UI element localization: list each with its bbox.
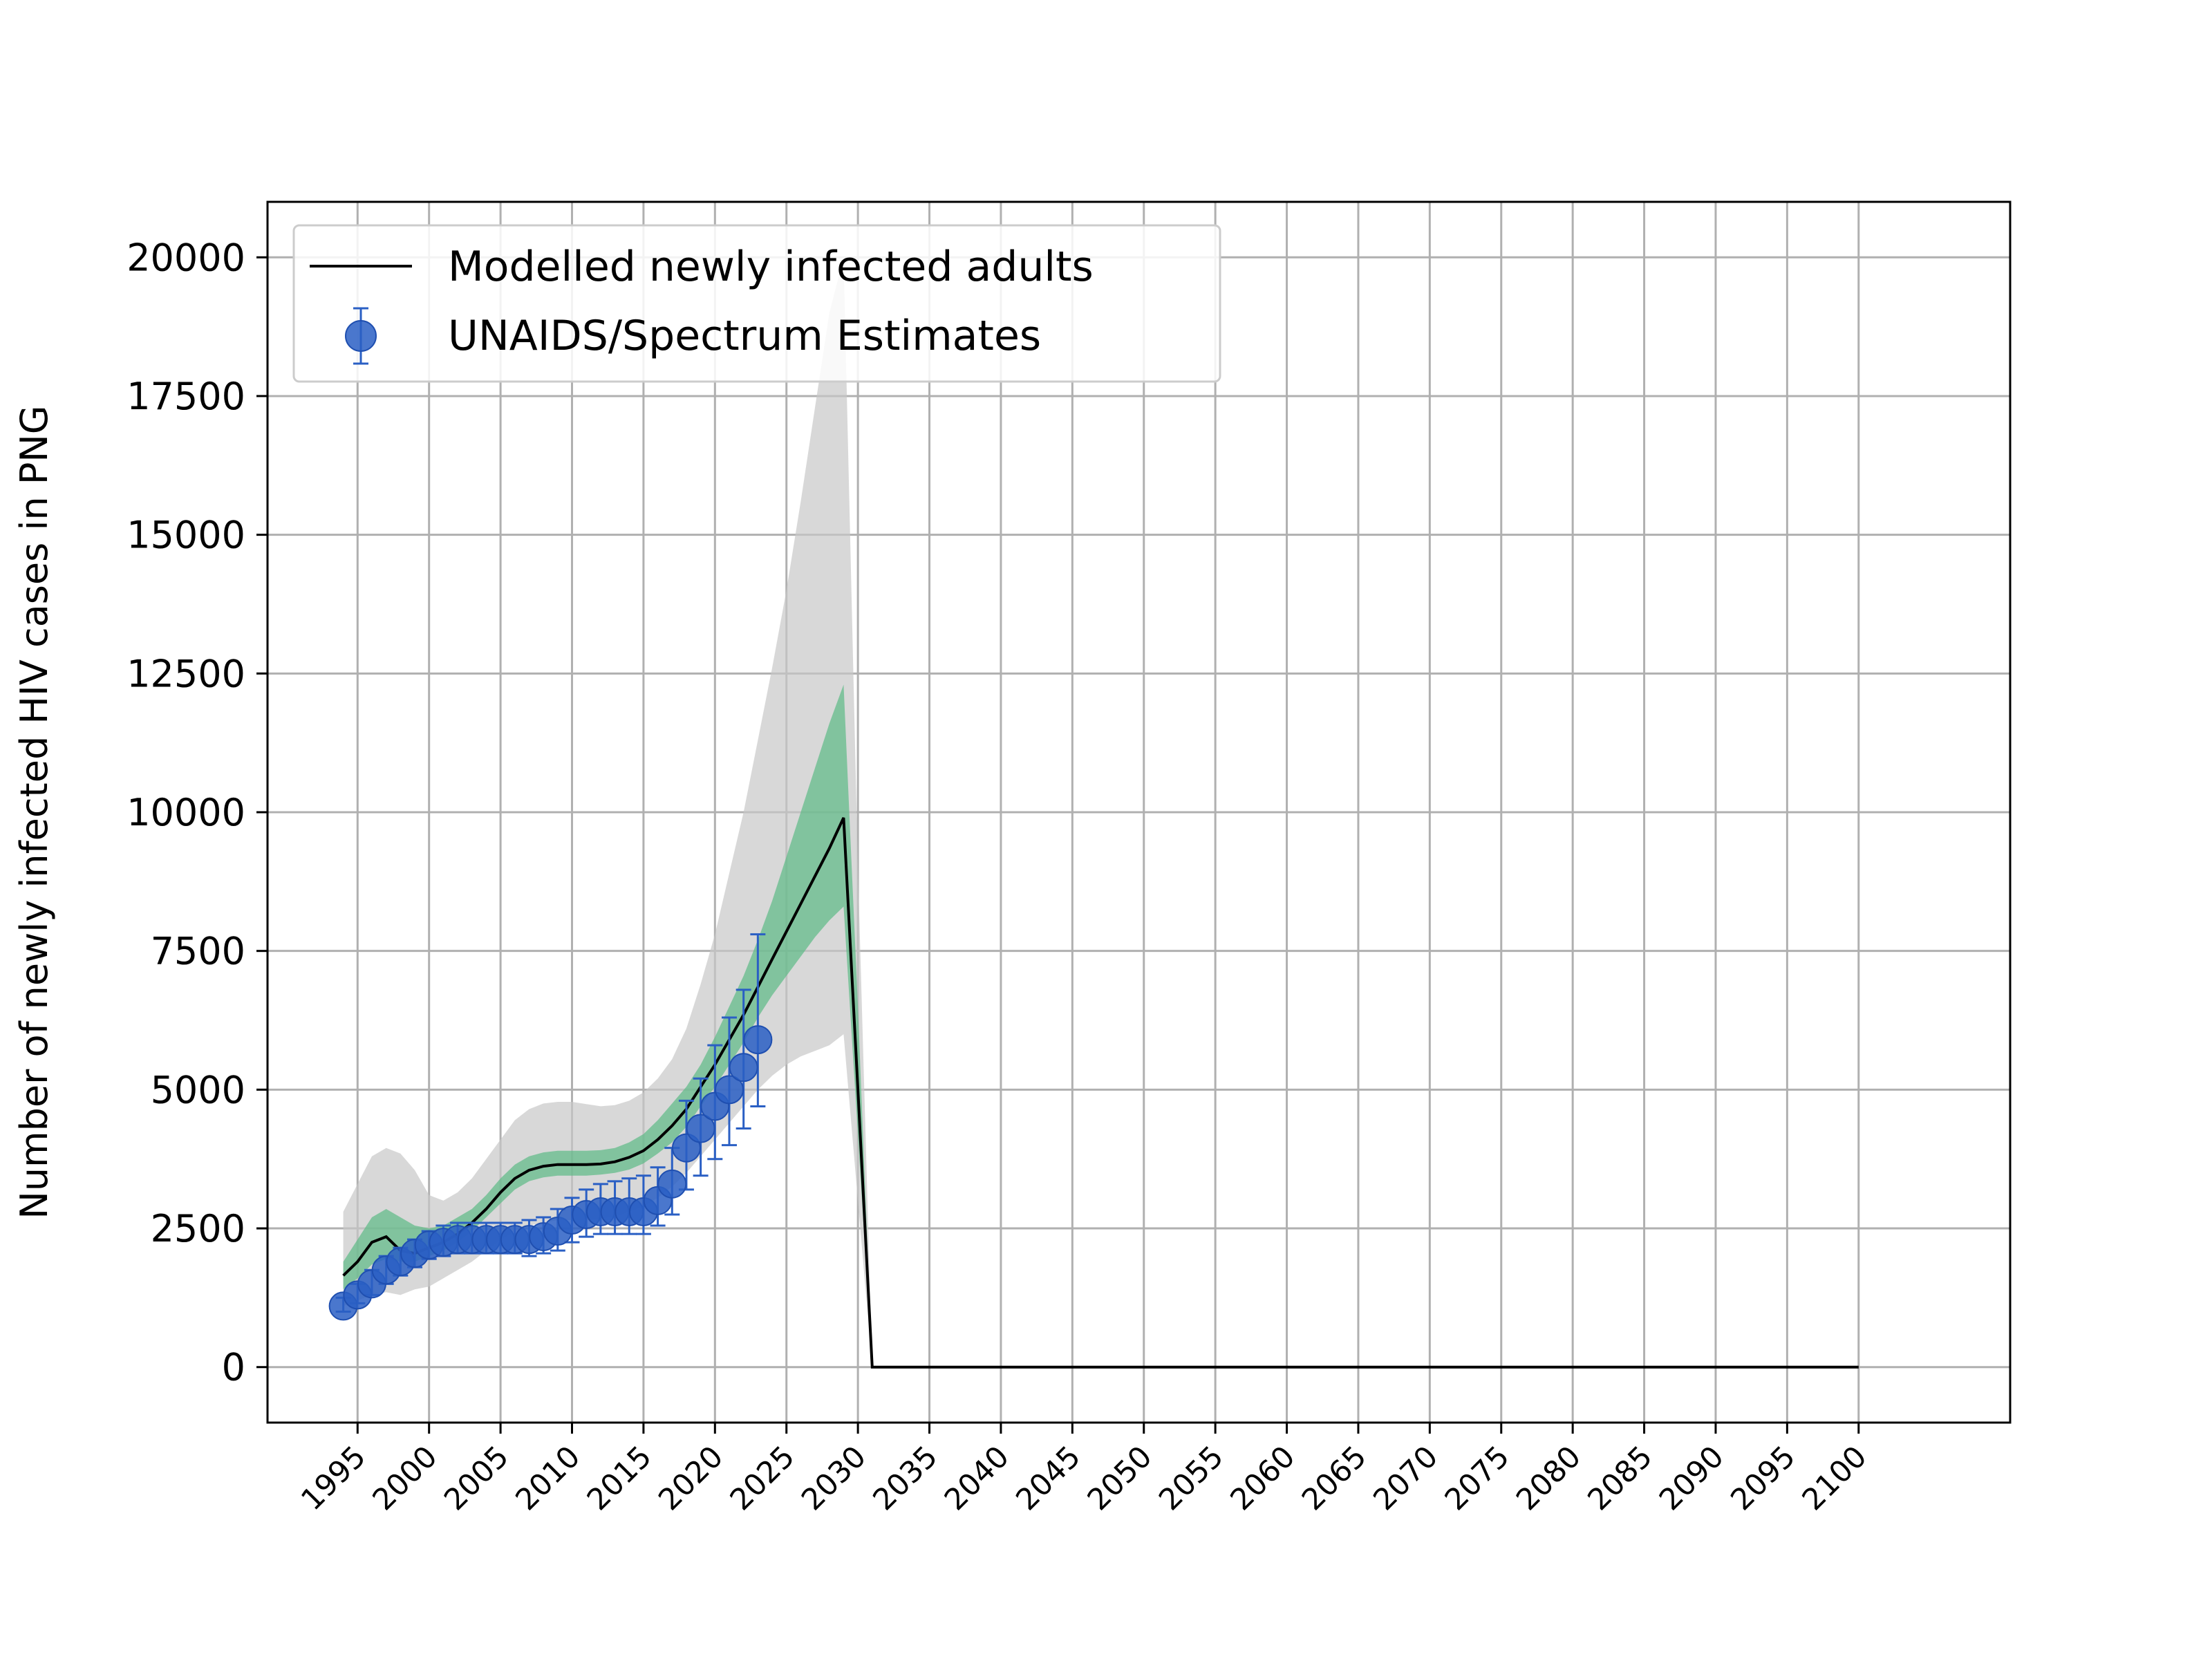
x-tick-label-2065: 2065 bbox=[1295, 1439, 1374, 1517]
x-tick-label-2100: 2100 bbox=[1796, 1439, 1874, 1517]
x-tick-label-2045: 2045 bbox=[1009, 1439, 1087, 1517]
legend-marker-circle bbox=[345, 320, 377, 352]
estimate-point-2017 bbox=[657, 1169, 687, 1199]
y-tick-label-7500: 7500 bbox=[151, 930, 245, 973]
errorbar-2023 bbox=[750, 933, 766, 1107]
y-tick-label-12500: 12500 bbox=[126, 652, 245, 695]
y-tick-label-17500: 17500 bbox=[126, 375, 245, 418]
x-axis-ticks: 1995200020052010201520202025203020352040… bbox=[294, 1423, 1874, 1517]
estimate-point-2023 bbox=[743, 1025, 773, 1055]
legend-label-model: Modelled newly infected adults bbox=[448, 243, 1094, 291]
x-tick-label-2035: 2035 bbox=[867, 1439, 945, 1517]
y-tick-label-0: 0 bbox=[222, 1346, 245, 1389]
y-tick-label-20000: 20000 bbox=[126, 236, 245, 279]
x-tick-label-2000: 2000 bbox=[366, 1439, 444, 1517]
x-tick-label-2010: 2010 bbox=[509, 1439, 588, 1517]
x-tick-label-2050: 2050 bbox=[1081, 1439, 1159, 1517]
x-tick-label-2085: 2085 bbox=[1582, 1439, 1660, 1517]
x-tick-label-2070: 2070 bbox=[1367, 1439, 1445, 1517]
legend-marker-swatch bbox=[345, 307, 377, 365]
plot-area bbox=[266, 200, 2012, 1424]
estimate-point-2019 bbox=[686, 1114, 715, 1143]
x-tick-label-2055: 2055 bbox=[1152, 1439, 1230, 1517]
x-tick-label-2020: 2020 bbox=[652, 1439, 730, 1517]
y-axis-label: Number of newly infected HIV cases in PN… bbox=[12, 405, 56, 1219]
y-tick-label-10000: 10000 bbox=[126, 791, 245, 834]
x-tick-label-2030: 2030 bbox=[795, 1439, 873, 1517]
y-axis-ticks: 0 2500 5000 7500 10000 12500 15000 17500 20000 bbox=[126, 236, 268, 1389]
x-tick-label-2095: 2095 bbox=[1724, 1439, 1802, 1517]
estimate-point-2018 bbox=[671, 1133, 701, 1163]
x-tick-label-2040: 2040 bbox=[938, 1439, 1016, 1517]
x-tick-label-2025: 2025 bbox=[724, 1439, 802, 1517]
legend: Modelled newly infected adults UNAIDS/Sp… bbox=[292, 224, 1221, 383]
grid bbox=[268, 202, 2010, 1423]
y-tick-label-5000: 5000 bbox=[151, 1068, 245, 1112]
x-tick-label-2060: 2060 bbox=[1224, 1439, 1302, 1517]
y-tick-label-2500: 2500 bbox=[151, 1207, 245, 1250]
x-tick-label-1995: 1995 bbox=[294, 1439, 373, 1517]
legend-box bbox=[292, 224, 1221, 383]
estimate-point-2021 bbox=[714, 1075, 744, 1105]
x-tick-label-2015: 2015 bbox=[581, 1439, 659, 1517]
estimate-markers bbox=[328, 1025, 773, 1321]
x-tick-label-2075: 2075 bbox=[1438, 1439, 1517, 1517]
y-tick-label-15000: 15000 bbox=[126, 514, 245, 557]
x-tick-label-2080: 2080 bbox=[1510, 1439, 1588, 1517]
estimate-point-2022 bbox=[729, 1053, 758, 1082]
x-tick-label-2090: 2090 bbox=[1653, 1439, 1731, 1517]
legend-label-estimates: UNAIDS/Spectrum Estimates bbox=[448, 312, 1041, 360]
x-tick-label-2005: 2005 bbox=[438, 1439, 516, 1517]
